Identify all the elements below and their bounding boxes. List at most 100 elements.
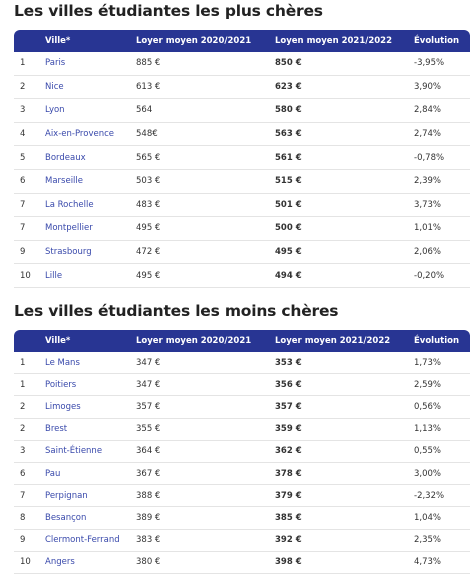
cell: 495 € — [136, 223, 161, 234]
column-header: Évolution — [414, 36, 460, 46]
cell: 515 € — [275, 176, 302, 187]
city-name: Bordeaux — [45, 152, 86, 163]
cell: 364 € — [136, 446, 161, 457]
city-name: Saint-Étienne — [45, 446, 103, 457]
table-row: 3 Lyon 564 580 € 2,84% — [14, 99, 470, 123]
cell: 380 € — [136, 557, 161, 568]
rank: 3 — [20, 105, 26, 116]
table-row: 2 Nice 613 € 623 € 3,90% — [14, 76, 470, 100]
table-row: 5 Bordeaux 565 € 561 € -0,78% — [14, 146, 470, 170]
table-row: 10 Lille 495 € 494 € -0,20% — [14, 264, 470, 288]
cell: 347 € — [136, 357, 161, 368]
cell: 503 € — [136, 176, 161, 187]
column-header: Loyen moyen 2021/2022 — [275, 36, 393, 46]
cell: 2,06% — [414, 247, 442, 258]
cell: 850 € — [275, 58, 302, 69]
table-row: 4 Aix-en-Provence 548€ 563 € 2,74% — [14, 123, 470, 147]
table-row: 8 Besançon 389 € 385 € 1,04% — [14, 507, 470, 530]
cell: -0,78% — [414, 152, 445, 163]
cell: 347 € — [136, 379, 161, 390]
cell: 2,84% — [414, 105, 442, 116]
rank: 2 — [20, 81, 26, 92]
cell: 1,04% — [414, 512, 442, 523]
city-name: Aix-en-Provence — [45, 129, 114, 140]
cell: 623 € — [275, 81, 302, 92]
cell: 1,73% — [414, 357, 442, 368]
city-name: Poitiers — [45, 379, 77, 390]
cell: 495 € — [136, 270, 161, 281]
cell: 0,56% — [414, 401, 442, 412]
rank: 8 — [20, 512, 26, 523]
cell: 385 € — [275, 512, 302, 523]
table-row: 6 Pau 367 € 378 € 3,00% — [14, 463, 470, 486]
cell: 389 € — [136, 512, 161, 523]
rank: 10 — [20, 270, 31, 281]
table-row: 2 Brest 355 € 359 € 1,13% — [14, 419, 470, 441]
table-header: Ville* Loyer moyen 2020/2021 Loyen moyen 2… — [14, 30, 470, 52]
table-row: 1 Paris 885 € 850 € -3,95% — [14, 52, 470, 76]
cell: 472 € — [136, 247, 161, 258]
cell: 2,39% — [414, 176, 442, 187]
cell: 367 € — [136, 468, 161, 479]
rank: 2 — [20, 424, 26, 435]
cell: 392 € — [275, 535, 302, 546]
column-header: Loyer moyen 2020/2021 — [136, 36, 252, 46]
cell: 483 € — [136, 199, 161, 210]
table: Ville* Loyer moyen 2020/2021 Loyer moyen 2… — [14, 330, 470, 574]
cell: 613 € — [136, 81, 161, 92]
rank: 1 — [20, 357, 26, 368]
cell: 3,90% — [414, 81, 442, 92]
cell: 356 € — [275, 379, 302, 390]
table-row: 7 La Rochelle 483 € 501 € 3,73% — [14, 194, 470, 218]
table-row: 3 Saint-Étienne 364 € 362 € 0,55% — [14, 441, 470, 463]
cell: 548€ — [136, 129, 158, 140]
city-name: Limoges — [45, 401, 81, 412]
cell: 379 € — [275, 490, 302, 501]
table-row: 7 Montpellier 495 € 500 € 1,01% — [14, 217, 470, 241]
table: Ville* Loyer moyen 2020/2021 Loyen moyen 2… — [14, 30, 470, 288]
table-row: 2 Limoges 357 € 357 € 0,56% — [14, 396, 470, 419]
column-header: Loyer moyen 2021/2022 — [275, 336, 391, 346]
city-name: Pau — [45, 468, 61, 479]
city-name: Paris — [45, 58, 66, 69]
city-name: Angers — [45, 557, 75, 568]
table-row: 6 Marseille 503 € 515 € 2,39% — [14, 170, 470, 194]
cell: 383 € — [136, 535, 161, 546]
cell: 2,74% — [414, 129, 442, 140]
cell: 353 € — [275, 357, 302, 368]
cell: 561 € — [275, 152, 302, 163]
city-name: Strasbourg — [45, 247, 92, 258]
cell: 500 € — [275, 223, 302, 234]
rank: 7 — [20, 199, 26, 210]
rank: 4 — [20, 129, 26, 140]
section-title: Les villes étudiantes les moins chères — [14, 302, 339, 320]
rank: 3 — [20, 446, 26, 457]
cell: -0,20% — [414, 270, 445, 281]
rank: 6 — [20, 468, 26, 479]
cell: 3,73% — [414, 199, 442, 210]
rank: 7 — [20, 490, 26, 501]
table-row: 9 Clermont-Ferrand 383 € 392 € 2,35% — [14, 530, 470, 552]
city-name: Marseille — [45, 176, 84, 187]
column-header: Ville* — [45, 36, 71, 46]
city-name: Lille — [45, 270, 63, 281]
rank: 5 — [20, 152, 26, 163]
table-row: 10 Angers 380 € 398 € 4,73% — [14, 552, 470, 574]
table-row: 1 Le Mans 347 € 353 € 1,73% — [14, 352, 470, 375]
rank: 1 — [20, 379, 26, 390]
cell: 4,73% — [414, 557, 442, 568]
column-header: Évolution — [414, 336, 460, 346]
cell: 362 € — [275, 446, 302, 457]
cell: 398 € — [275, 557, 302, 568]
cell: 495 € — [275, 247, 302, 258]
rank: 10 — [20, 557, 31, 568]
cell: 2,35% — [414, 535, 442, 546]
cell: 1,01% — [414, 223, 442, 234]
city-name: Lyon — [45, 105, 65, 116]
cell: 0,55% — [414, 446, 442, 457]
rank: 9 — [20, 247, 26, 258]
table-row: 9 Strasbourg 472 € 495 € 2,06% — [14, 241, 470, 265]
table-row: 7 Perpignan 388 € 379 € -2,32% — [14, 485, 470, 508]
cell: 357 € — [136, 401, 161, 412]
city-name: Le Mans — [45, 357, 80, 368]
